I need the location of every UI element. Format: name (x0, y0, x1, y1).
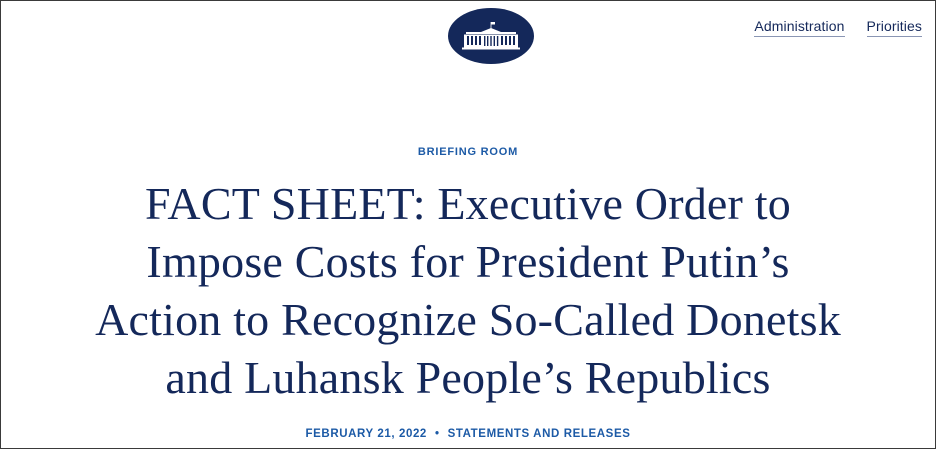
top-nav: Administration Priorities (754, 18, 922, 37)
title-line: FACT SHEET: Executive Order to (145, 178, 791, 229)
title-line: and Luhansk People’s Republics (165, 352, 771, 403)
article-title-container: FACT SHEET: Executive Order to Impose Co… (41, 175, 895, 407)
title-line: Impose Costs for President Putin’s (146, 236, 790, 287)
article-title: FACT SHEET: Executive Order to Impose Co… (41, 175, 895, 407)
publish-date: FEBRUARY 21, 2022 (305, 428, 427, 440)
briefing-room-link[interactable]: BRIEFING ROOM (417, 146, 519, 158)
site-header: Administration Priorities (1, 1, 935, 81)
meta-separator: • (434, 428, 440, 440)
nav-link-administration[interactable]: Administration (754, 18, 845, 37)
nav-link-priorities[interactable]: Priorities (866, 18, 922, 37)
category-link[interactable]: STATEMENTS AND RELEASES (447, 428, 631, 440)
article-meta: FEBRUARY 21, 2022 • STATEMENTS AND RELEASE… (1, 428, 935, 440)
title-line: Action to Recognize So-Called Donetsk (95, 294, 841, 345)
white-house-logo-icon[interactable] (448, 8, 534, 64)
